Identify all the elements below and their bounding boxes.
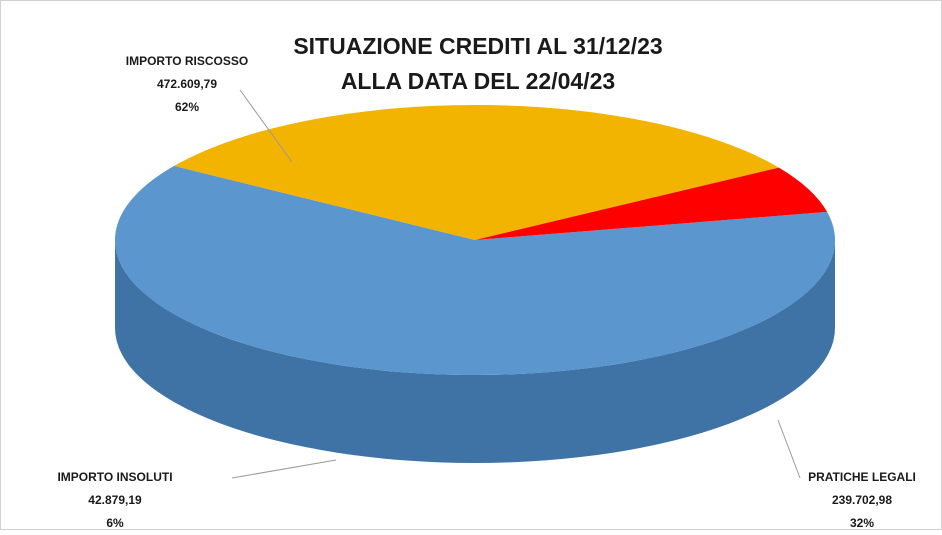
pie-slice bbox=[475, 167, 828, 240]
leader-line bbox=[231, 459, 337, 479]
chart-title: SITUAZIONE CREDITI AL 31/12/23 bbox=[293, 33, 662, 59]
data-label-name: IMPORTO INSOLUTI bbox=[57, 470, 172, 484]
pie-slice-side bbox=[115, 240, 835, 463]
data-label-value: 239.702,98 bbox=[832, 493, 892, 507]
data-label-percent: 32% bbox=[850, 516, 874, 530]
data-label-percent: 6% bbox=[106, 516, 124, 530]
leader-line bbox=[777, 419, 801, 479]
data-label-value: 472.609,79 bbox=[157, 77, 217, 91]
leader-line bbox=[239, 89, 293, 163]
pie-slice bbox=[174, 105, 779, 241]
pie-slice bbox=[115, 165, 835, 375]
data-label-percent: 62% bbox=[175, 100, 199, 114]
chart-title: ALLA DATA DEL 22/04/23 bbox=[341, 68, 615, 94]
data-label-name: IMPORTO RISCOSSO bbox=[126, 54, 248, 68]
pie bbox=[115, 105, 835, 463]
data-label-value: 42.879,19 bbox=[88, 493, 142, 507]
data-label-name: PRATICHE LEGALI bbox=[808, 470, 916, 484]
